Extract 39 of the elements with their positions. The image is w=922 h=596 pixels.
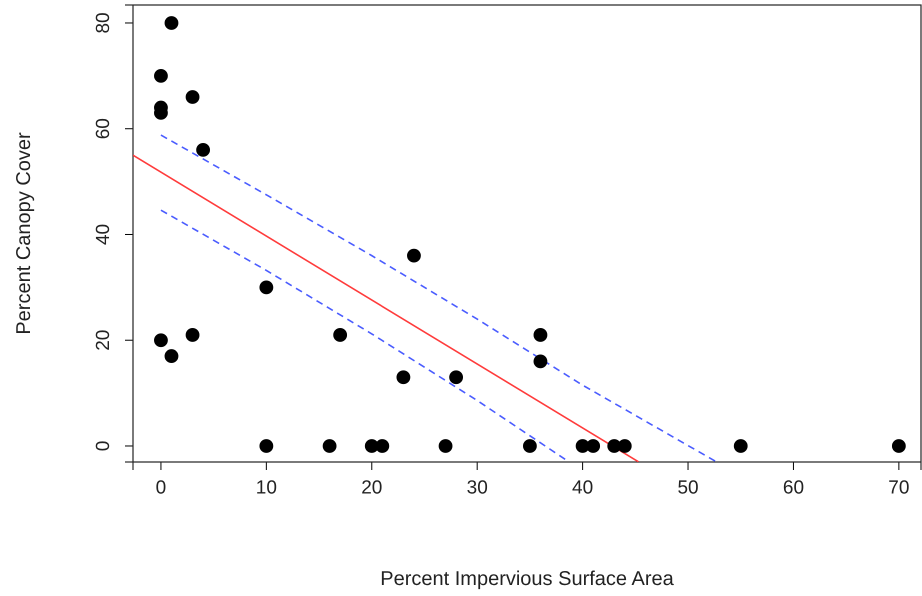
point <box>734 439 748 453</box>
y-tick-label: 80 <box>93 12 114 34</box>
point <box>164 349 178 363</box>
point <box>259 280 274 294</box>
point <box>449 370 464 384</box>
y-tick-label: 40 <box>93 224 114 246</box>
point <box>154 333 168 348</box>
point <box>534 328 548 342</box>
x-tick-label: 40 <box>572 477 594 498</box>
line-series <box>160 134 718 462</box>
x-tick-label: 20 <box>361 477 382 498</box>
point <box>407 248 421 263</box>
point <box>438 439 452 453</box>
point <box>259 439 274 453</box>
point <box>618 439 632 453</box>
y-tick-label: 0 <box>93 440 114 452</box>
y-tick-label: 60 <box>93 118 114 140</box>
point <box>534 354 548 368</box>
point <box>186 328 200 342</box>
x-tick-label: 30 <box>466 477 488 498</box>
y-tick-label: 20 <box>93 330 114 351</box>
x-tick-label: 10 <box>256 477 277 498</box>
x-tick-label: 60 <box>782 477 804 498</box>
point <box>892 439 906 453</box>
point <box>164 16 178 30</box>
point <box>186 90 200 104</box>
point <box>586 439 600 453</box>
point <box>375 439 390 453</box>
point <box>196 142 210 157</box>
point <box>322 439 337 453</box>
y-axis-title: Percent Canopy Cover <box>13 132 35 335</box>
x-tick-label: 50 <box>677 477 699 498</box>
x-tick-label: 0 <box>156 477 166 498</box>
point <box>522 439 537 453</box>
x-axis-title: Percent Impervious Surface Area <box>380 568 675 590</box>
point <box>396 370 410 384</box>
point <box>154 68 168 83</box>
x-tick-label: 70 <box>888 477 910 498</box>
point <box>333 328 348 342</box>
